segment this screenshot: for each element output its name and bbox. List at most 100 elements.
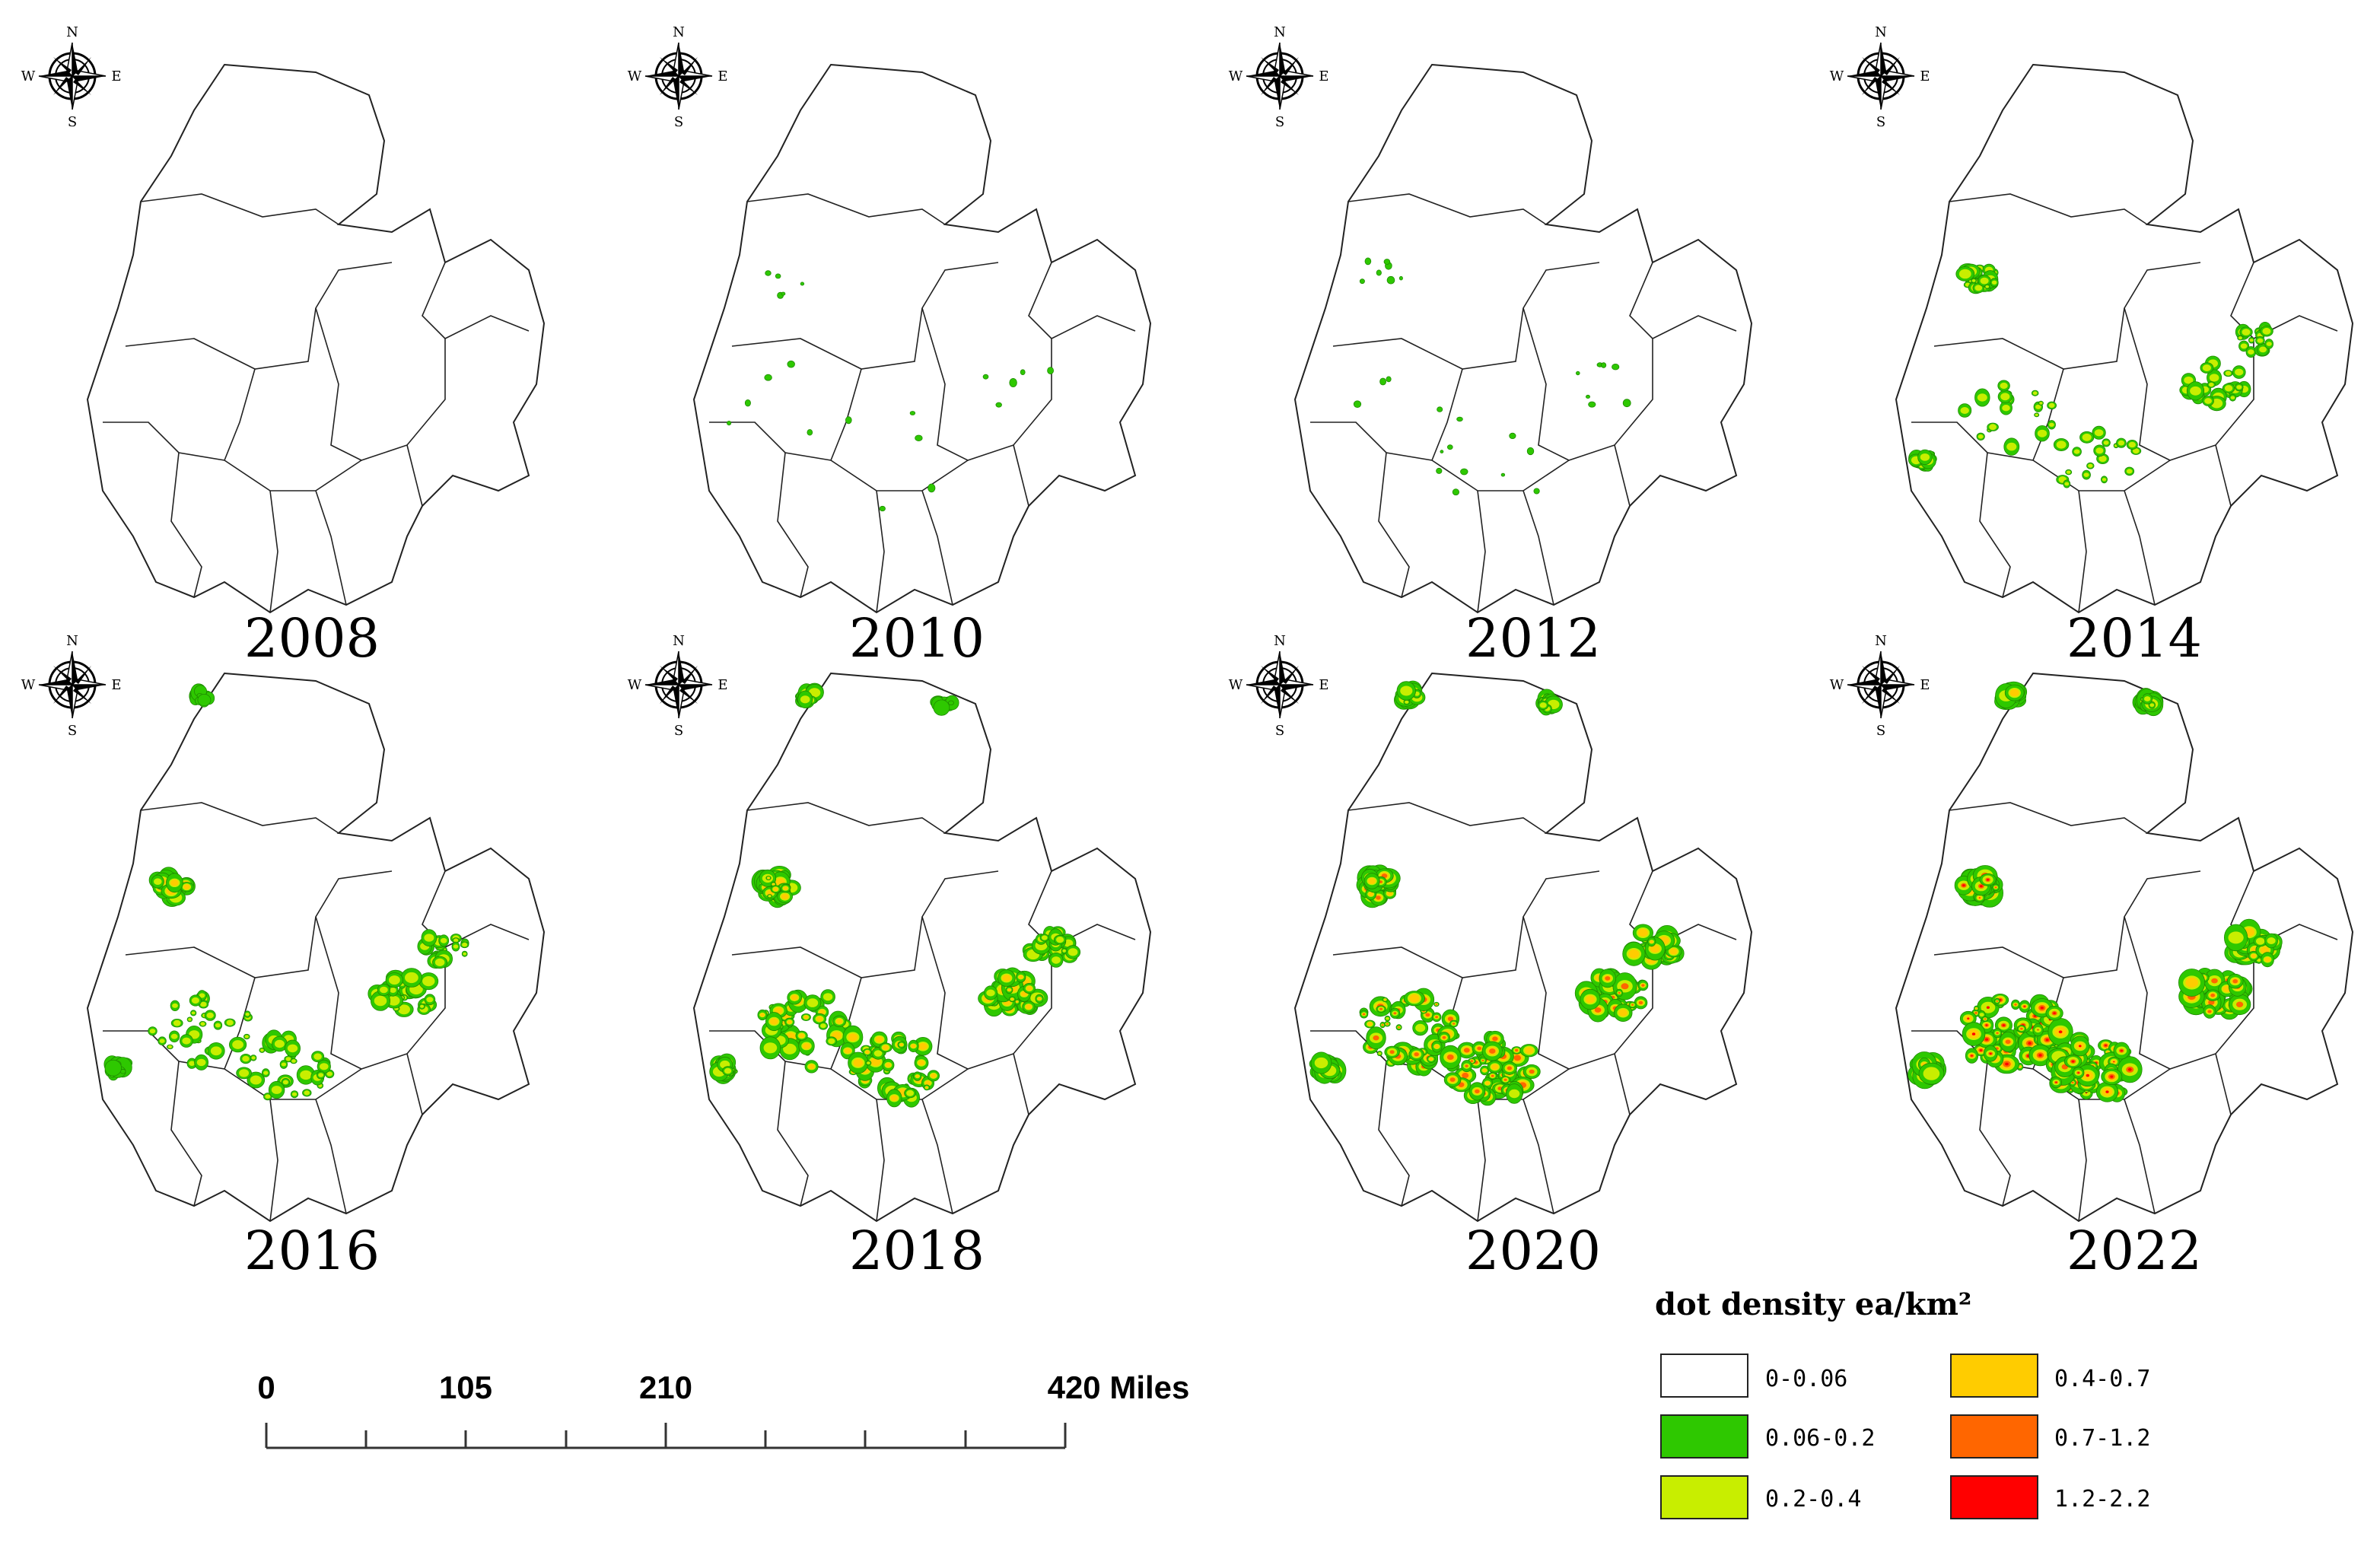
density-blob-core	[274, 1039, 285, 1048]
density-blob-core	[1447, 1016, 1453, 1021]
density-blob-core	[2079, 1045, 2082, 1048]
density-blob-core	[798, 1033, 805, 1039]
density-blob	[1009, 377, 1017, 387]
density-blob-core	[244, 1035, 249, 1039]
compass-letter-s: S	[68, 723, 77, 739]
density-blob-core	[2133, 448, 2140, 454]
density-blob-core	[2249, 339, 2254, 342]
density-blob-core	[2257, 958, 2261, 962]
density-blob-core	[2086, 1074, 2089, 1077]
scale-bar: 0 105 210 420 Miles	[257, 1369, 1189, 1449]
density-blob-core	[1367, 1022, 1373, 1026]
density-blob-core	[2225, 371, 2232, 376]
density-blob-core	[1489, 1048, 1496, 1054]
density-blob-core	[781, 893, 789, 900]
density-blob-core	[1429, 1057, 1433, 1061]
density-blob	[1386, 275, 1395, 285]
year-label-2022: 2022	[2067, 1220, 2202, 1282]
compass-letter-e: E	[111, 68, 121, 84]
north-arrow-icon: N S E W	[1229, 633, 1329, 739]
density-blob-core	[390, 988, 396, 993]
density-blob-core	[2211, 978, 2218, 984]
compass-letter-s: S	[68, 114, 77, 130]
compass-letter-w: W	[1229, 68, 1243, 84]
density-blob-core	[1650, 944, 1660, 953]
density-blob-core	[2236, 385, 2242, 390]
density-blob-core	[159, 1039, 165, 1043]
density-blob-core	[783, 886, 788, 890]
density-blob-core	[313, 1053, 322, 1060]
density-blob-core	[1484, 1081, 1491, 1086]
density-blob-core	[1405, 700, 1409, 704]
density-blob	[781, 291, 786, 296]
density-blob	[879, 505, 886, 512]
density-blob-core	[2040, 1007, 2044, 1010]
density-blob	[800, 282, 805, 286]
density-blob-core	[2210, 993, 2216, 997]
legend-label: 0.4-0.7	[2054, 1366, 2150, 1392]
density-blob-core	[2260, 946, 2270, 954]
compass-letter-s: S	[1275, 114, 1284, 130]
density-blob-core	[232, 1040, 243, 1049]
year-label-2012: 2012	[1465, 607, 1601, 670]
density-blob-core	[1605, 976, 1611, 981]
density-blob-core	[2067, 470, 2071, 474]
compass-letter-w: W	[628, 68, 642, 84]
density-blob-core	[1462, 1072, 1469, 1079]
density-blob	[928, 483, 936, 493]
density-blob-core	[2266, 342, 2272, 346]
density-blob-core	[1379, 1007, 1383, 1010]
density-blob-core	[260, 1048, 264, 1052]
density-blob-core	[226, 1020, 234, 1026]
legend-item: 0-0.06	[1660, 1354, 1847, 1398]
compass-letter-e: E	[111, 677, 121, 693]
legend-swatch	[1660, 1354, 1748, 1398]
density-blob-core	[800, 695, 810, 704]
density-blob	[1359, 278, 1365, 285]
compass-letter-n: N	[66, 633, 78, 649]
density-blob-core	[426, 997, 434, 1003]
density-blob-core	[2028, 1042, 2032, 1045]
density-blob-core	[1594, 1007, 1602, 1013]
density-blob-core	[2055, 1081, 2057, 1083]
density-blob-core	[1018, 975, 1023, 979]
density-blob-core	[2256, 937, 2265, 945]
density-blob-core	[1507, 1066, 1512, 1070]
compass-letter-n: N	[1274, 633, 1286, 649]
density-blob-core	[2049, 422, 2054, 427]
density-blob-core	[2002, 405, 2010, 412]
density-blob-core	[1026, 986, 1032, 991]
density-blob-core	[1989, 424, 1997, 431]
density-blob	[1436, 467, 1443, 474]
density-blob-core	[239, 1069, 250, 1077]
density-blob-core	[2184, 376, 2194, 384]
density-blob-core	[1991, 280, 1997, 285]
legend-swatch	[1950, 1475, 2038, 1519]
year-label-2020: 2020	[1465, 1220, 1601, 1282]
density-blob-core	[724, 1067, 732, 1074]
density-blob-core	[2045, 1039, 2049, 1042]
density-blob-core	[300, 1070, 312, 1080]
legend-title: dot density ea/km²	[1655, 1287, 1971, 1322]
province-outline	[1294, 64, 1752, 613]
year-label-2008: 2008	[244, 607, 380, 670]
density-blob-core	[2053, 1012, 2056, 1014]
map-panel-2008: N S E W	[21, 24, 545, 613]
density-hotspots	[709, 682, 1081, 1108]
density-blob-core	[389, 975, 400, 985]
density-blob	[1452, 488, 1459, 496]
density-hotspots	[1309, 680, 1685, 1106]
compass-letter-e: E	[1920, 68, 1930, 84]
density-hotspots	[1908, 263, 2274, 488]
compass-letter-s: S	[1876, 114, 1885, 130]
density-blob-core	[1637, 928, 1648, 937]
density-blob-core	[1669, 948, 1678, 955]
density-blob-core	[1386, 1016, 1389, 1020]
province-outline	[87, 673, 545, 1222]
density-blob-core	[1525, 1047, 1534, 1055]
density-blob	[1020, 369, 1026, 376]
year-label-2016: 2016	[244, 1220, 380, 1282]
legend: dot density ea/km² 0-0.06 0.06-0.2 0.2-0…	[1655, 1287, 2150, 1519]
density-blob-core	[154, 878, 162, 885]
